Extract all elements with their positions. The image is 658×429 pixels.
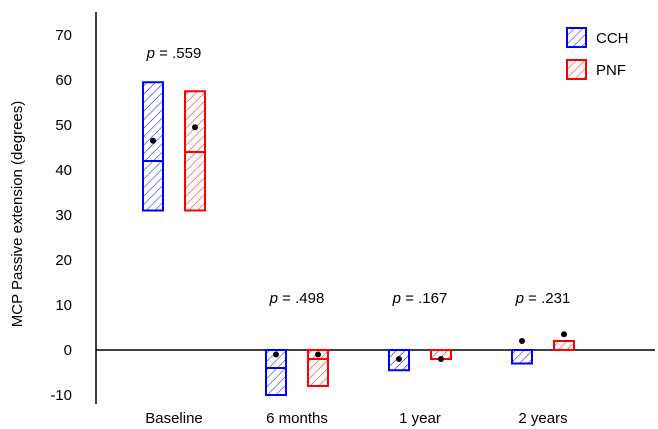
box-rect [184, 90, 206, 212]
legend-item-cch: CCH [566, 27, 629, 48]
y-tick-label: 40 [55, 162, 72, 179]
boxes [142, 81, 575, 396]
x-tick-label: Baseline [145, 410, 203, 427]
y-tick-label: 30 [55, 207, 72, 224]
p-value: = .498 [278, 290, 324, 307]
mean-point [561, 331, 567, 338]
box-cch-2 [388, 349, 410, 372]
box-cch-3 [511, 338, 533, 365]
y-tick-label: -10 [50, 387, 72, 404]
box-cch-0 [142, 81, 164, 212]
x-tick-label: 1 year [399, 410, 441, 427]
y-tick-label: 0 [64, 342, 72, 359]
x-tick-label: 6 months [266, 410, 328, 427]
y-tick-label: 20 [55, 252, 72, 269]
box-pnf-0 [184, 90, 206, 212]
p-value: = .559 [155, 45, 201, 62]
p-value: = .167 [401, 290, 447, 307]
y-tick-label: 70 [55, 27, 72, 44]
y-axis-label: MCP Passive extension (degrees) [9, 101, 26, 328]
p-value-annotation: p = .231 [515, 290, 571, 307]
mean-point [192, 124, 198, 131]
mean-point [273, 351, 279, 358]
box-pnf-1 [307, 349, 329, 387]
legend-label: PNF [596, 62, 626, 79]
legend-swatch [566, 27, 587, 48]
p-symbol: p [515, 290, 524, 307]
p-value: = .231 [524, 290, 570, 307]
box-rect [142, 81, 164, 212]
box-rect [553, 340, 575, 351]
y-tick-label: 10 [55, 297, 72, 314]
y-tick-labels: -10 0 10 20 30 40 50 60 70 [50, 27, 72, 404]
y-tick-label: 50 [55, 117, 72, 134]
mean-point [438, 356, 444, 362]
legend-label: CCH [596, 30, 629, 47]
x-tick-labels: Baseline 6 months 1 year 2 years [145, 410, 567, 427]
box-pnf-2 [430, 349, 452, 362]
mean-point [396, 356, 402, 362]
y-tick-label: 60 [55, 72, 72, 89]
p-value-annotation: p = .498 [269, 290, 325, 307]
mean-point [315, 351, 321, 358]
legend: CCH PNF [566, 27, 629, 80]
x-tick-label: 2 years [518, 410, 567, 427]
box-rect [511, 349, 533, 365]
legend-swatch [566, 59, 587, 80]
p-value-annotation: p = .167 [392, 290, 448, 307]
box-rect [265, 349, 287, 396]
p-symbol: p [146, 45, 155, 62]
p-value-annotation: p = .559 [146, 45, 202, 62]
box-cch-1 [265, 349, 287, 396]
p-symbol: p [269, 290, 278, 307]
box-pnf-3 [553, 331, 575, 351]
p-symbol: p [392, 290, 401, 307]
mean-point [150, 137, 156, 144]
legend-item-pnf: PNF [566, 59, 626, 80]
mean-point [519, 338, 525, 344]
